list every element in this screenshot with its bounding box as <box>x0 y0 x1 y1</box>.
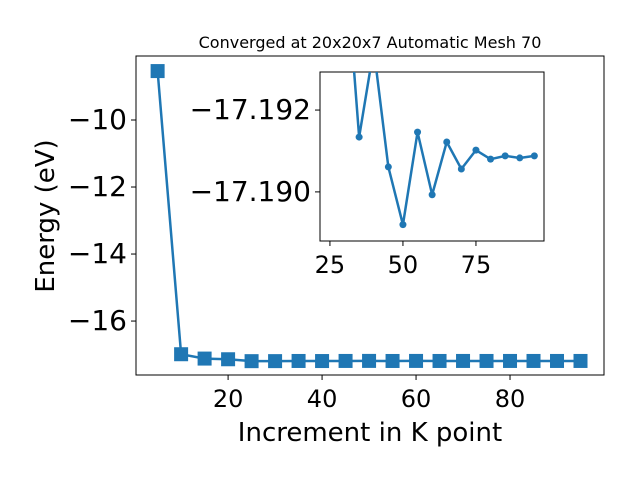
y-tick-label: −16 <box>68 304 127 337</box>
plot-area <box>150 64 588 369</box>
x-tick-label: 20 <box>213 385 244 413</box>
y-tick-label: −14 <box>68 237 127 270</box>
marker <box>362 353 377 368</box>
marker <box>384 163 392 171</box>
marker <box>472 146 480 154</box>
marker <box>414 128 422 136</box>
x-tick-label: 25 <box>315 251 346 279</box>
marker <box>385 353 400 368</box>
marker <box>409 353 424 368</box>
y-axis-label: Energy (eV) <box>31 139 61 292</box>
y-tick-label: −12 <box>68 170 127 203</box>
x-axis-label: Increment in K point <box>238 418 502 448</box>
marker <box>244 354 259 369</box>
x-tick-label: 75 <box>461 251 492 279</box>
x-tick-label: 80 <box>495 385 526 413</box>
marker <box>432 353 447 368</box>
chart-title: Converged at 20x20x7 Automatic Mesh 70 <box>199 33 542 52</box>
marker <box>503 353 518 368</box>
marker <box>268 354 283 369</box>
marker <box>174 347 189 362</box>
marker <box>291 353 306 368</box>
y-tick-label: −10 <box>68 103 127 136</box>
x-tick-label: 40 <box>307 385 338 413</box>
marker <box>150 64 165 79</box>
marker <box>315 354 330 369</box>
marker <box>501 152 509 160</box>
marker <box>456 353 471 368</box>
y-tick-label: −17.190 <box>190 175 311 208</box>
marker <box>355 133 363 141</box>
marker <box>443 138 451 146</box>
marker <box>338 353 353 368</box>
marker <box>197 351 212 366</box>
marker <box>479 353 494 368</box>
y-tick-label: −17.192 <box>190 93 311 126</box>
marker <box>428 191 436 199</box>
x-tick-label: 50 <box>388 251 419 279</box>
marker <box>550 353 565 368</box>
marker <box>221 352 236 367</box>
marker <box>530 152 538 160</box>
marker <box>487 155 495 163</box>
x-tick-label: 60 <box>401 385 432 413</box>
marker <box>573 353 588 368</box>
marker <box>457 165 465 173</box>
plot-area <box>352 72 538 229</box>
marker <box>516 154 524 162</box>
marker <box>399 221 407 229</box>
marker <box>526 353 541 368</box>
